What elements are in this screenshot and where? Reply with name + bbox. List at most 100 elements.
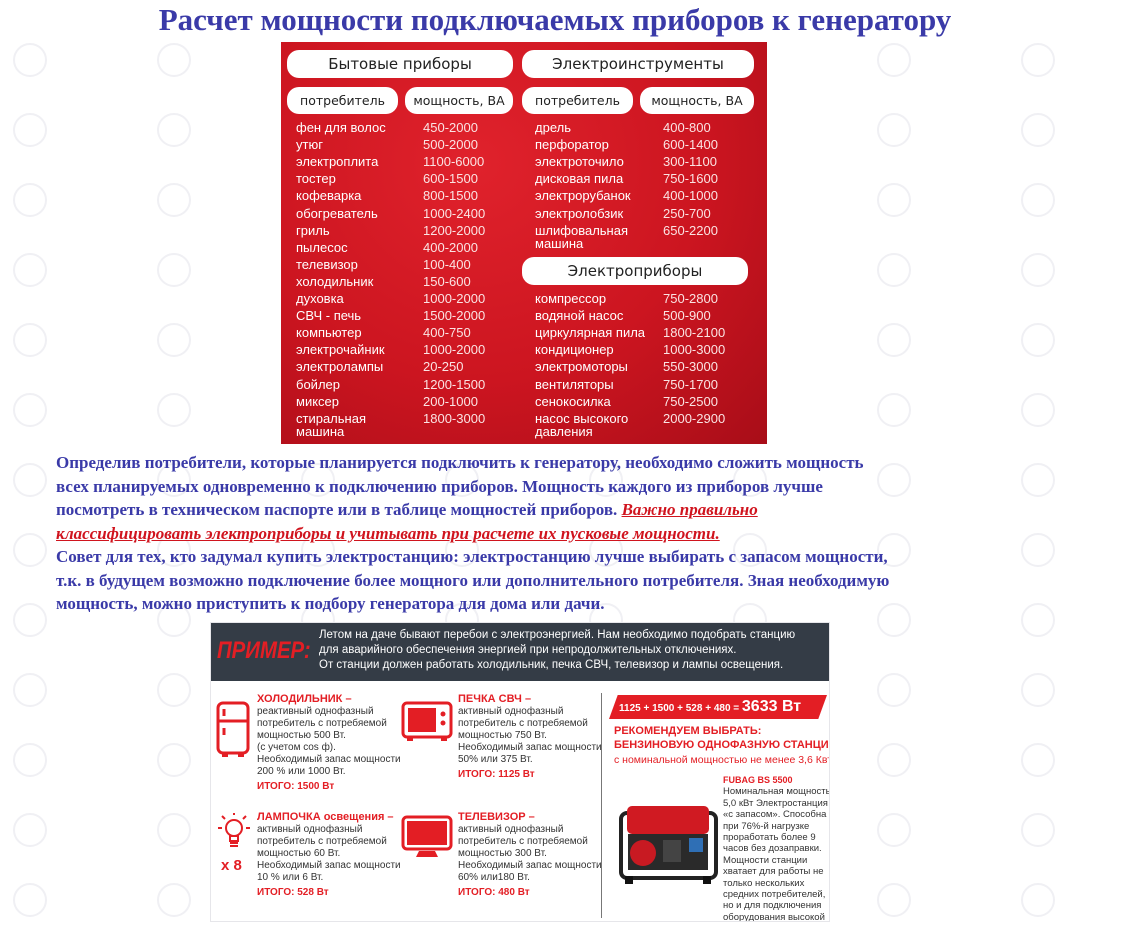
generator-image <box>619 806 718 884</box>
consumer-name: электроточило <box>535 154 624 170</box>
watermark-globe-icon <box>1021 813 1055 847</box>
consumer-name: водяной насос <box>535 308 624 324</box>
tv-icon <box>401 815 453 857</box>
watermark-globe-icon <box>13 533 47 567</box>
item-heading: ПЕЧКА СВЧ – <box>458 693 532 705</box>
watermark-globe-icon <box>877 743 911 777</box>
watermark-globe-icon <box>157 393 191 427</box>
sum-formula: 1125 + 1500 + 528 + 480 = <box>619 703 740 714</box>
item-total: ИТОГО: 1125 Вт <box>458 769 535 780</box>
recommendation-type: БЕНЗИНОВУЮ ОДНОФАЗНУЮ СТАНЦИЮ <box>614 739 830 751</box>
example-infographic: ПРИМЕР: Летом на даче бывают перебои с э… <box>210 622 830 922</box>
item-total: ИТОГО: 1500 Вт <box>257 781 335 792</box>
power-value: 800-1500 <box>423 188 478 204</box>
power-value: 450-2000 <box>423 120 478 135</box>
recommendation-title: РЕКОМЕНДУЕМ ВЫБРАТЬ: <box>614 725 762 737</box>
power-value: 500-900 <box>663 308 711 324</box>
power-value: 750-2800 <box>663 291 718 306</box>
paragraph-line: Совет для тех, кто задумал купить электр… <box>56 547 888 566</box>
consumer-name: духовка <box>296 291 344 306</box>
paragraph-line: т.к. в будущем возможно подключение боле… <box>56 570 890 590</box>
example-item: ХОЛОДИЛЬНИК – реактивный однофазный потреб… <box>257 693 401 793</box>
power-table-image: Бытовые приборы Электроинструменты потре… <box>281 42 767 444</box>
item-heading: ХОЛОДИЛЬНИК – <box>257 693 352 705</box>
fridge-icon <box>216 701 250 757</box>
watermark-globe-icon <box>157 883 191 917</box>
consumer-name: дисковая пила <box>535 171 624 187</box>
watermark-globe-icon <box>877 883 911 917</box>
watermark-globe-icon <box>13 113 47 147</box>
watermark-globe-icon <box>1021 323 1055 357</box>
item-line: активный однофазный <box>458 824 564 835</box>
watermark-globe-icon <box>1021 673 1055 707</box>
item-total: ИТОГО: 528 Вт <box>257 887 329 898</box>
watermark-globe-icon <box>877 323 911 357</box>
consumer-name: миксер <box>296 393 339 409</box>
watermark-globe-icon <box>1021 743 1055 777</box>
paragraph-line: мощность, можно приступить к подбору ген… <box>56 594 605 613</box>
consumer-name: кондиционер <box>535 342 614 358</box>
tools-col-consumer: потребитель <box>522 87 633 114</box>
power-value: 1000-2400 <box>423 205 486 221</box>
important-note: классифицировать электроприборы и учитыв… <box>56 523 720 543</box>
watermark-globe-icon <box>13 813 47 847</box>
item-line: потребитель с потребяемой <box>458 718 588 729</box>
power-value: 750-1700 <box>663 376 718 392</box>
consumer-name: холодильник <box>296 273 374 289</box>
item-line: потребитель с потребяемой <box>257 718 387 729</box>
example-item: ЛАМПОЧКА освещения – активный однофазный п… <box>257 811 401 899</box>
power-value: 1800-3000 <box>423 410 486 426</box>
watermark-globe-icon <box>13 463 47 497</box>
consumer-name: телевизор <box>296 256 358 272</box>
watermark-globe-icon <box>1021 883 1055 917</box>
item-line: активный однофазный <box>458 706 564 717</box>
paragraph-line: Определив потребители, которые планирует… <box>56 453 864 472</box>
consumer-name: электрорубанок <box>535 188 631 204</box>
consumer-name: сенокосилка <box>535 393 611 409</box>
watermark-globe-icon <box>877 113 911 147</box>
power-value: 1100-6000 <box>423 154 485 170</box>
power-value: 250-700 <box>663 205 711 221</box>
sum-total: 3633 Вт <box>741 698 802 715</box>
watermark-globe-icon <box>1021 113 1055 147</box>
watermark-globe-icon <box>13 883 47 917</box>
item-line: 10 % или 6 Вт. <box>257 872 324 883</box>
consumer-name: компьютер <box>296 325 362 341</box>
watermark-globe-icon <box>13 673 47 707</box>
watermark-globe-icon <box>1021 43 1055 77</box>
example-item: ТЕЛЕВИЗОР – активный однофазный потребител… <box>458 811 602 899</box>
watermark-globe-icon <box>157 743 191 777</box>
generator-model: FUBAG BS 5500 <box>723 775 793 785</box>
item-line: реактивный однофазный <box>257 706 374 717</box>
watermark-globe-icon <box>13 603 47 637</box>
watermark-globe-icon <box>877 393 911 427</box>
description-paragraph: Определив потребители, которые планирует… <box>56 451 1135 616</box>
appliances-heading: Электроприборы <box>522 257 748 285</box>
household-col-power: мощность, ВА <box>405 87 513 114</box>
item-line: 200 % или 1000 Вт. <box>257 766 346 777</box>
consumer-name: гриль <box>296 222 330 238</box>
power-value: 1000-3000 <box>663 342 726 358</box>
power-value: 750-2500 <box>663 393 718 409</box>
item-line: Необходимый запас мощности <box>458 860 602 871</box>
power-value: 1500-2000 <box>423 308 486 324</box>
item-line: мощностью 300 Вт. <box>458 848 547 859</box>
power-value: 600-1500 <box>423 171 478 187</box>
power-value: 550-3000 <box>663 359 718 375</box>
consumer-name: стиральная машина <box>296 410 366 439</box>
generator-text: Номинальная мощность 5,0 кВт Электростан… <box>723 786 830 922</box>
watermark-globe-icon <box>157 183 191 217</box>
important-note: Важно правильно <box>621 500 758 519</box>
paragraph-line: посмотреть в техническом паспорте или в … <box>56 498 1135 522</box>
watermark-globe-icon <box>157 323 191 357</box>
consumer-name: СВЧ - печь <box>296 308 362 324</box>
item-line: потребитель с потребяемой <box>257 836 387 847</box>
watermark-globe-icon <box>157 43 191 77</box>
power-value: 650-2200 <box>663 222 718 238</box>
watermark-globe-icon <box>13 183 47 217</box>
item-total: ИТОГО: 480 Вт <box>458 887 530 898</box>
item-line: мощностью 500 Вт. <box>257 730 346 741</box>
household-heading: Бытовые приборы <box>287 50 513 78</box>
watermark-globe-icon <box>877 813 911 847</box>
example-item: ПЕЧКА СВЧ – активный однофазный потребител… <box>458 693 602 781</box>
